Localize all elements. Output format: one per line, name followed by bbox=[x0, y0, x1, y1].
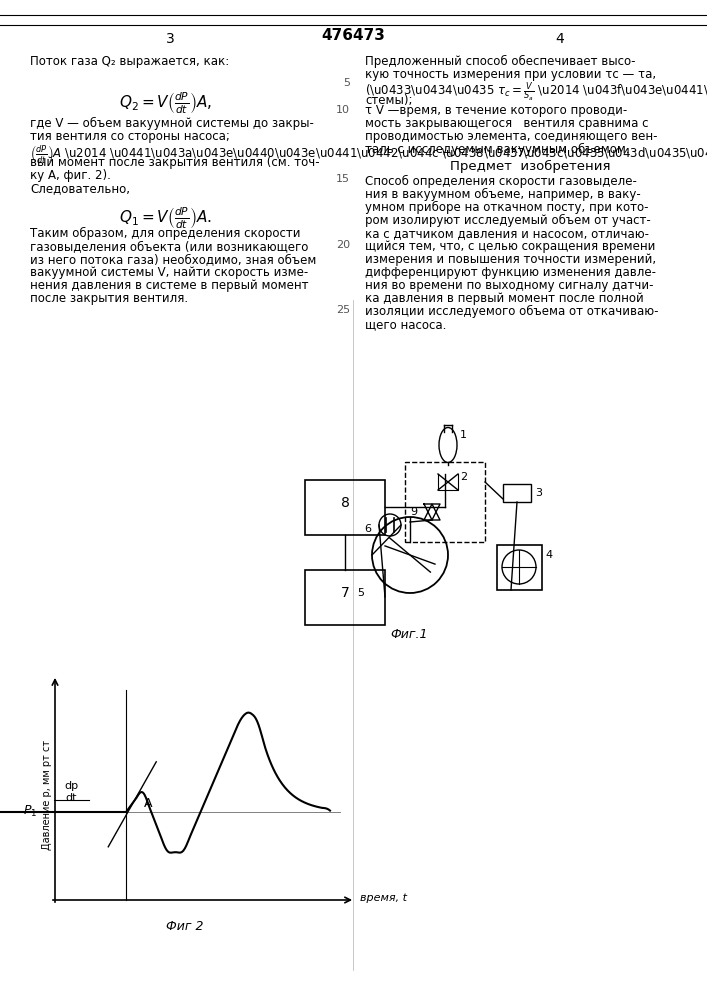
Text: 5: 5 bbox=[343, 78, 350, 88]
Text: щийся тем, что, с целью сокращения времени: щийся тем, что, с целью сокращения време… bbox=[365, 240, 655, 253]
Text: Фиг 2: Фиг 2 bbox=[166, 920, 204, 933]
Text: 25: 25 bbox=[336, 305, 350, 315]
Text: 3: 3 bbox=[165, 32, 175, 46]
Text: A: A bbox=[144, 797, 153, 810]
Text: 5: 5 bbox=[357, 588, 364, 598]
Text: 4: 4 bbox=[556, 32, 564, 46]
Text: кую точность измерения при условии τс — τа,: кую точность измерения при условии τс — … bbox=[365, 68, 656, 81]
Text: умном приборе на откачном посту, при кото-: умном приборе на откачном посту, при кот… bbox=[365, 201, 648, 214]
Text: 476473: 476473 bbox=[321, 28, 385, 43]
Text: $Q_1 = V\left(\frac{dP}{dt}\right)A.$: $Q_1 = V\left(\frac{dP}{dt}\right)A.$ bbox=[119, 205, 211, 231]
Text: нения давления в системе в первый момент: нения давления в системе в первый момент bbox=[30, 279, 308, 292]
Text: ка давления в первый момент после полной: ка давления в первый момент после полной bbox=[365, 292, 644, 305]
Text: вакуумной системы V, найти скорость изме-: вакуумной системы V, найти скорость изме… bbox=[30, 266, 308, 279]
Text: тия вентиля со стороны насоса;: тия вентиля со стороны насоса; bbox=[30, 130, 230, 143]
Text: 10: 10 bbox=[336, 105, 350, 115]
Text: Следовательно,: Следовательно, bbox=[30, 182, 130, 195]
Text: Способ определения скорости газовыделе-: Способ определения скорости газовыделе- bbox=[365, 175, 637, 188]
Text: щего насоса.: щего насоса. bbox=[365, 318, 446, 331]
Text: после закрытия вентиля.: после закрытия вентиля. bbox=[30, 292, 188, 305]
Text: 9: 9 bbox=[410, 507, 417, 517]
Text: время, t: время, t bbox=[360, 893, 407, 903]
Text: 6: 6 bbox=[364, 524, 371, 534]
Text: dp
dt: dp dt bbox=[64, 781, 78, 803]
Text: ку A, фиг. 2).: ку A, фиг. 2). bbox=[30, 169, 111, 182]
Text: τ V —время, в течение которого проводи-: τ V —время, в течение которого проводи- bbox=[365, 104, 627, 117]
Text: 7: 7 bbox=[341, 586, 349, 600]
Bar bbox=[497, 545, 542, 590]
Text: из него потока газа) необходимо, зная объем: из него потока газа) необходимо, зная об… bbox=[30, 253, 316, 266]
Text: проводимостью элемента, соединяющего вен-: проводимостью элемента, соединяющего вен… bbox=[365, 130, 658, 143]
Text: Поток газа Q₂ выражается, как:: Поток газа Q₂ выражается, как: bbox=[30, 55, 229, 68]
Text: газовыделения объекта (или возникающего: газовыделения объекта (или возникающего bbox=[30, 240, 308, 253]
Text: $\left(\frac{dP}{dt}\right)A$ \u2014 \u0441\u043a\u043e\u0440\u043e\u0441\u0442\: $\left(\frac{dP}{dt}\right)A$ \u2014 \u0… bbox=[30, 143, 707, 165]
Text: Предмет  изобретения: Предмет изобретения bbox=[450, 160, 610, 173]
Text: Фиг.1: Фиг.1 bbox=[390, 628, 428, 641]
Bar bbox=[405, 462, 485, 542]
Text: измерения и повышения точности измерений,: измерения и повышения точности измерений… bbox=[365, 253, 656, 266]
Text: вый момент после закрытия вентиля (см. точ-: вый момент после закрытия вентиля (см. т… bbox=[30, 156, 320, 169]
Bar bbox=[305, 570, 385, 625]
Bar bbox=[305, 480, 385, 535]
Text: 15: 15 bbox=[336, 174, 350, 184]
Text: Таким образом, для определения скорости: Таким образом, для определения скорости bbox=[30, 227, 300, 240]
Text: ром изолируют исследуемый объем от участ-: ром изолируют исследуемый объем от участ… bbox=[365, 214, 650, 227]
Text: 8: 8 bbox=[341, 496, 349, 510]
Text: ка с датчиком давления и насосом, отличаю-: ка с датчиком давления и насосом, отлича… bbox=[365, 227, 649, 240]
Text: $P_1$: $P_1$ bbox=[23, 804, 37, 819]
Text: 1: 1 bbox=[460, 430, 467, 440]
Text: Предложенный способ обеспечивает высо-: Предложенный способ обеспечивает высо- bbox=[365, 55, 636, 68]
Text: дифференцируют функцию изменения давле-: дифференцируют функцию изменения давле- bbox=[365, 266, 656, 279]
Text: 2: 2 bbox=[460, 472, 467, 482]
Text: 3: 3 bbox=[535, 488, 542, 498]
Text: 20: 20 bbox=[336, 240, 350, 250]
Text: 4: 4 bbox=[545, 550, 552, 560]
Text: (\u0433\u0434\u0435 $\tau_c = \frac{V}{S_a}$ \u2014 \u043f\u043e\u0441\u0442\u04: (\u0433\u0434\u0435 $\tau_c = \frac{V}{S… bbox=[365, 81, 707, 104]
Bar bbox=[503, 484, 531, 502]
Text: мость закрывающегося   вентиля сравнима с: мость закрывающегося вентиля сравнима с bbox=[365, 117, 648, 130]
Text: Давление р, мм рт ст: Давление р, мм рт ст bbox=[42, 740, 52, 850]
Text: ния в вакуумном объеме, например, в ваку-: ния в вакуумном объеме, например, в ваку… bbox=[365, 188, 641, 201]
Text: таль с исследуемым вакуумным объемом.: таль с исследуемым вакуумным объемом. bbox=[365, 143, 630, 156]
Text: $Q_2 = V\left(\frac{dP}{dt}\right)A,$: $Q_2 = V\left(\frac{dP}{dt}\right)A,$ bbox=[119, 90, 211, 116]
Text: стемы);: стемы); bbox=[365, 94, 412, 107]
Text: ния во времени по выходному сигналу датчи-: ния во времени по выходному сигналу датч… bbox=[365, 279, 653, 292]
Text: изоляции исследуемого объема от откачиваю-: изоляции исследуемого объема от откачива… bbox=[365, 305, 658, 318]
Text: где V — объем вакуумной системы до закры-: где V — объем вакуумной системы до закры… bbox=[30, 117, 314, 130]
